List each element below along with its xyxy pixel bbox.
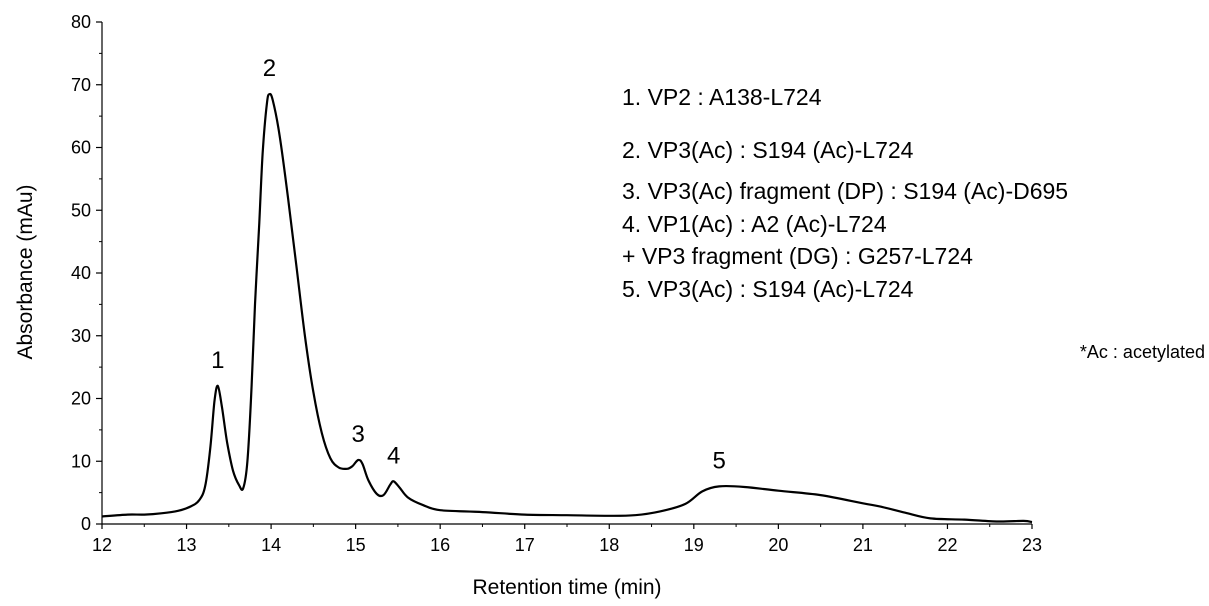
x-tick-label: 23 (1022, 535, 1042, 555)
x-axis-title: Retention time (min) (472, 576, 661, 599)
footnote: *Ac : acetylated (1080, 342, 1205, 362)
legend-line-3: 3. VP3(Ac) fragment (DP) : S194 (Ac)-D69… (622, 178, 1068, 204)
axes (101, 22, 1032, 525)
x-tick-label: 22 (937, 535, 957, 555)
tick-labels: 12 13 14 15 16 17 18 19 20 21 22 230102030405060708… (71, 12, 1042, 555)
peak-label-5: 5 (713, 447, 726, 474)
y-tick-label: 30 (71, 326, 91, 346)
x-tick-label: 20 (768, 535, 788, 555)
x-tick-label: 17 (515, 535, 535, 555)
y-tick-label: 70 (71, 75, 91, 95)
peak-label-1: 1 (211, 347, 224, 374)
x-tick-label: 18 (599, 535, 619, 555)
y-tick-label: 40 (71, 263, 91, 283)
x-tick-label: 21 (853, 535, 873, 555)
peak-label-4: 4 (387, 442, 400, 469)
absorbance-trace (101, 92, 1033, 524)
peak-label-3: 3 (351, 421, 364, 448)
y-axis-title: Absorbance (mAu) (14, 184, 37, 359)
y-tick-label: 0 (81, 514, 91, 534)
x-tick-label: 16 (430, 535, 450, 555)
legend-line-2: 2. VP3(Ac) : S194 (Ac)-L724 (622, 137, 914, 163)
legend: 1. VP2 : A138-L724 2. VP3(Ac) : S194 (Ac… (622, 84, 1068, 302)
peak-labels: 1 2 34 5 (211, 55, 726, 474)
x-tick-label: 13 (177, 535, 197, 555)
legend-line-6: 5. VP3(Ac) : S194 (Ac)-L724 (622, 276, 914, 302)
peak-label-2: 2 (263, 55, 276, 82)
legend-line-4: 4. VP1(Ac) : A2 (Ac)-L724 (622, 211, 887, 237)
x-tick-label: 14 (261, 535, 281, 555)
y-tick-label: 80 (71, 12, 91, 32)
y-tick-label: 60 (71, 138, 91, 158)
legend-line-1: 1. VP2 : A138-L724 (622, 84, 822, 110)
tick-marks (96, 21, 1033, 529)
y-tick-label: 20 (71, 389, 91, 409)
x-tick-label: 15 (346, 535, 366, 555)
legend-line-5: + VP3 fragment (DG) : G257-L724 (622, 243, 973, 269)
y-tick-label: 10 (71, 451, 91, 471)
x-tick-label: 12 (92, 535, 112, 555)
x-tick-label: 19 (684, 535, 704, 555)
y-tick-label: 50 (71, 200, 91, 220)
